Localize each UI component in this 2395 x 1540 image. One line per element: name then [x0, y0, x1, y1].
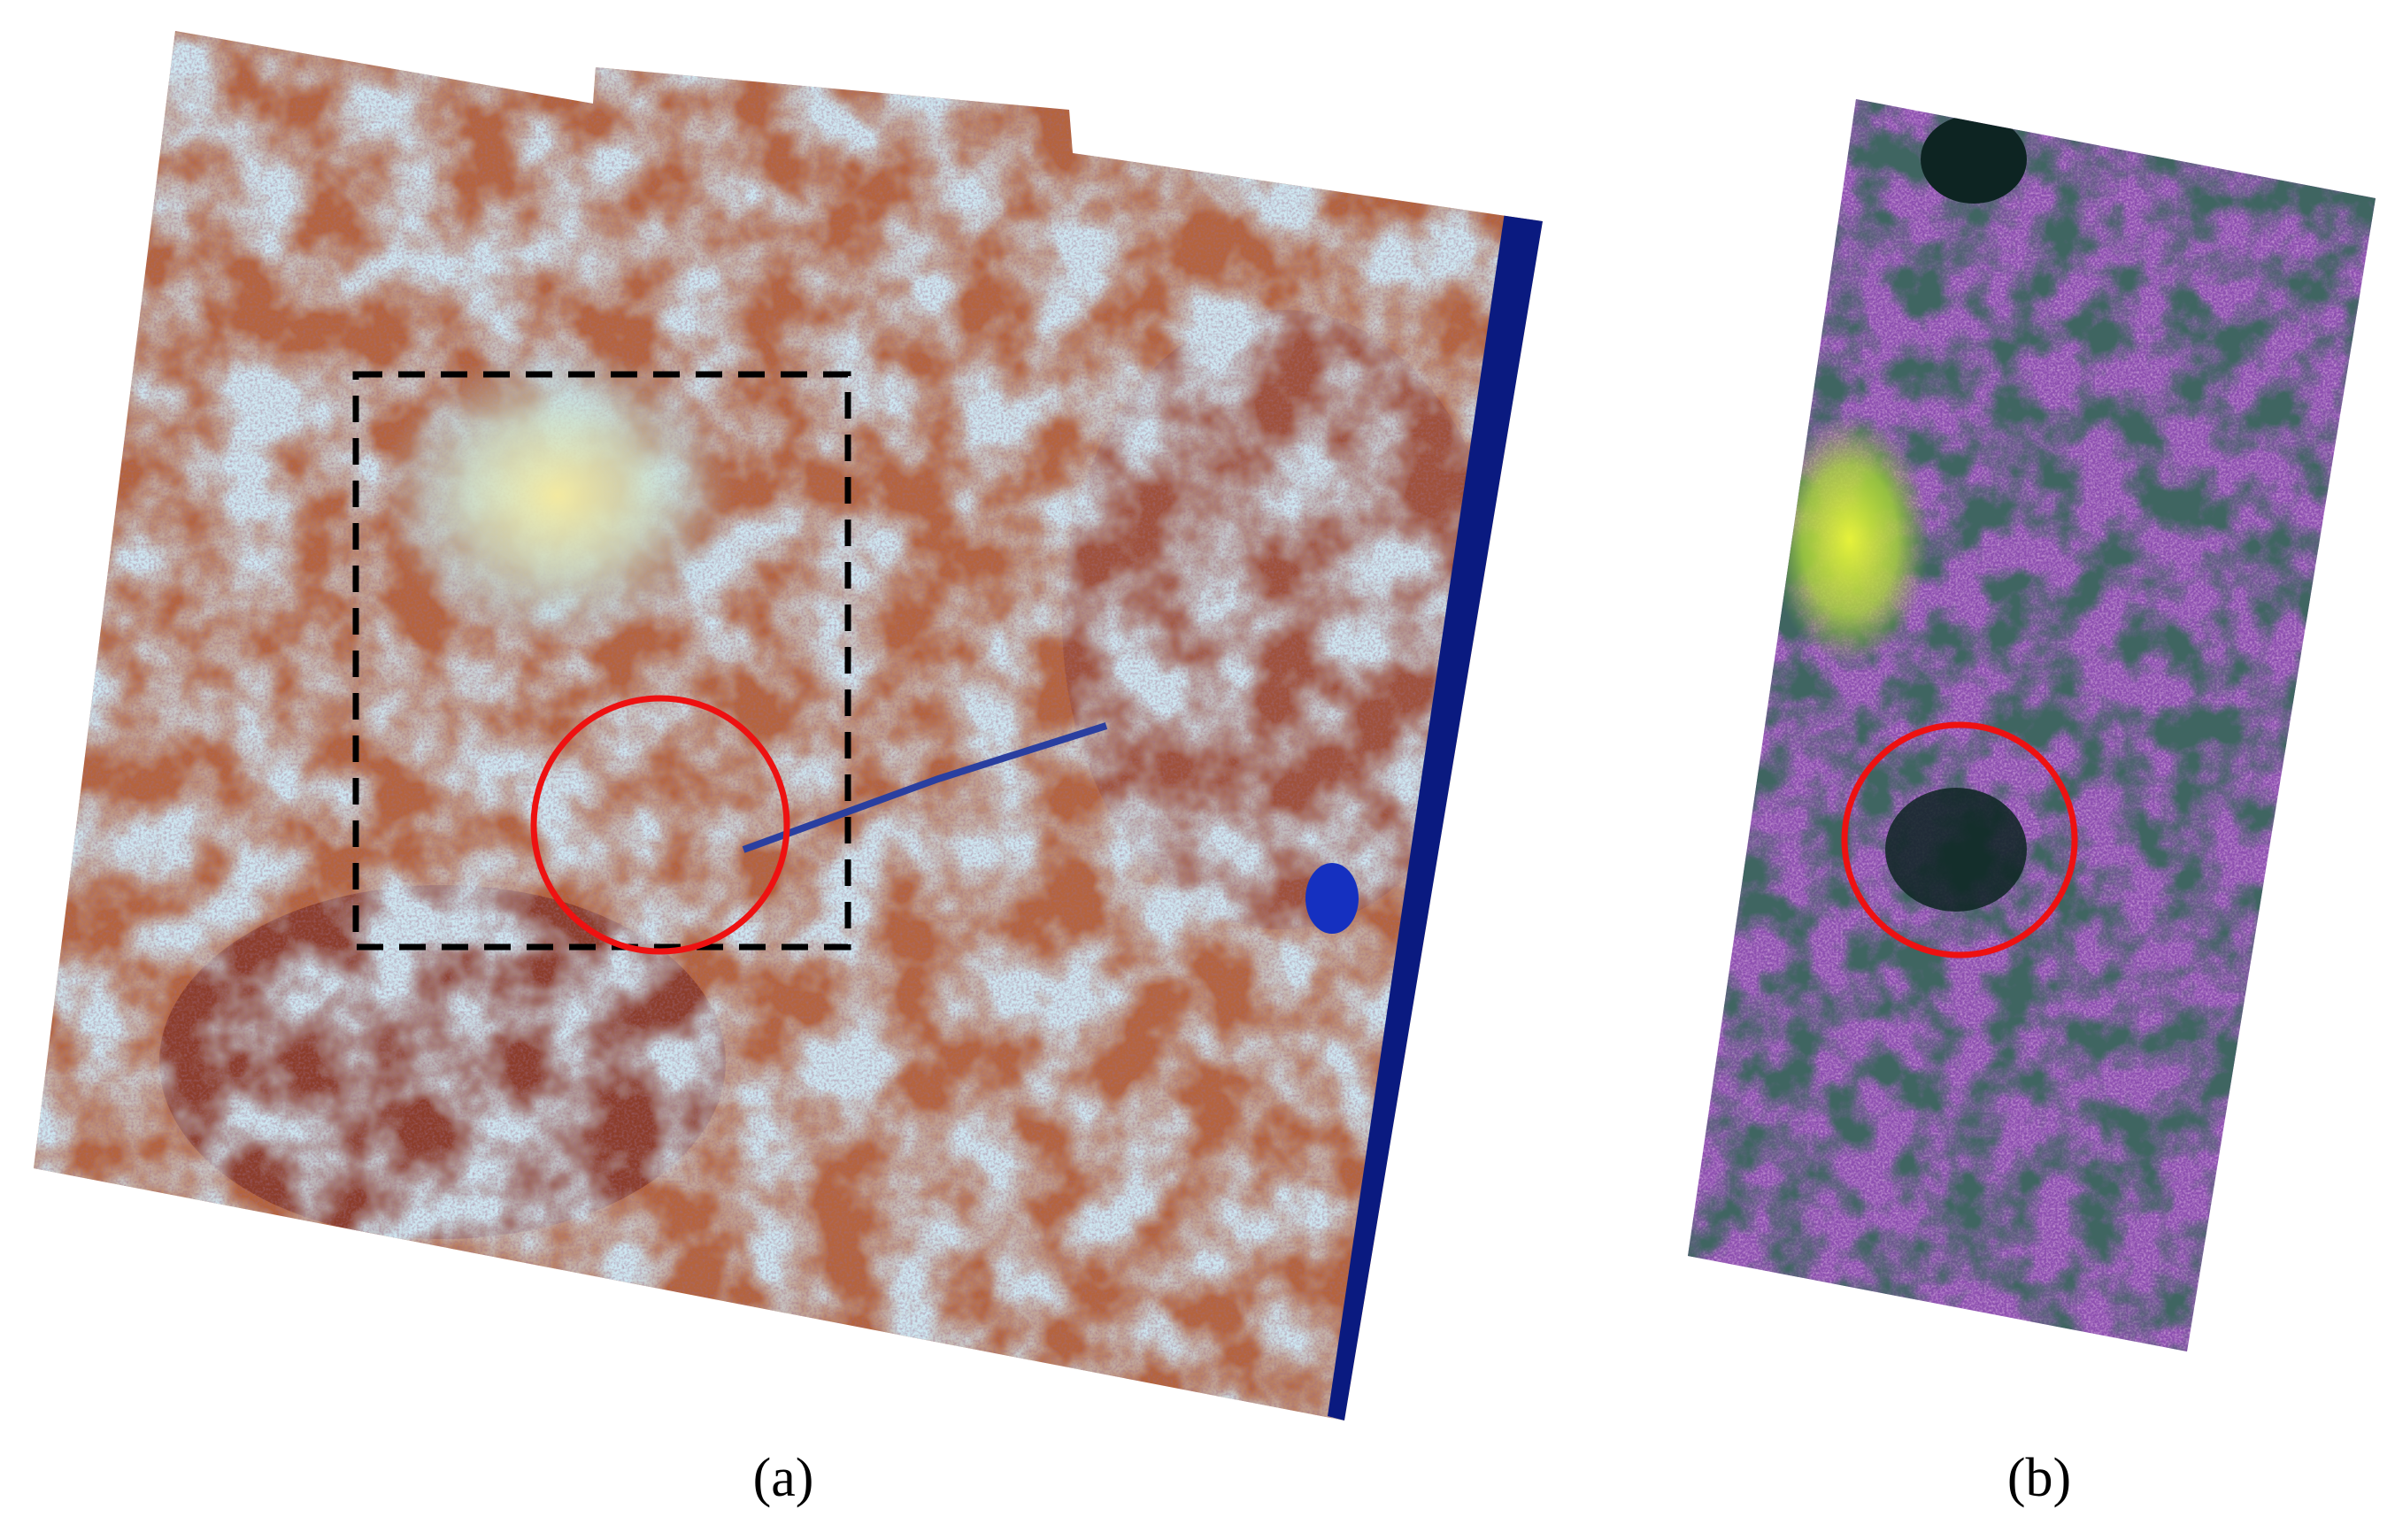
- highlight-circle: [530, 695, 790, 955]
- panel-label: (b): [2007, 1448, 2071, 1508]
- image-a: [34, 31, 1543, 1421]
- panel-label: (a): [753, 1448, 814, 1508]
- dashed-box: [352, 371, 851, 951]
- image-b: [1688, 99, 2376, 1351]
- highlight-circle: [1841, 721, 2078, 959]
